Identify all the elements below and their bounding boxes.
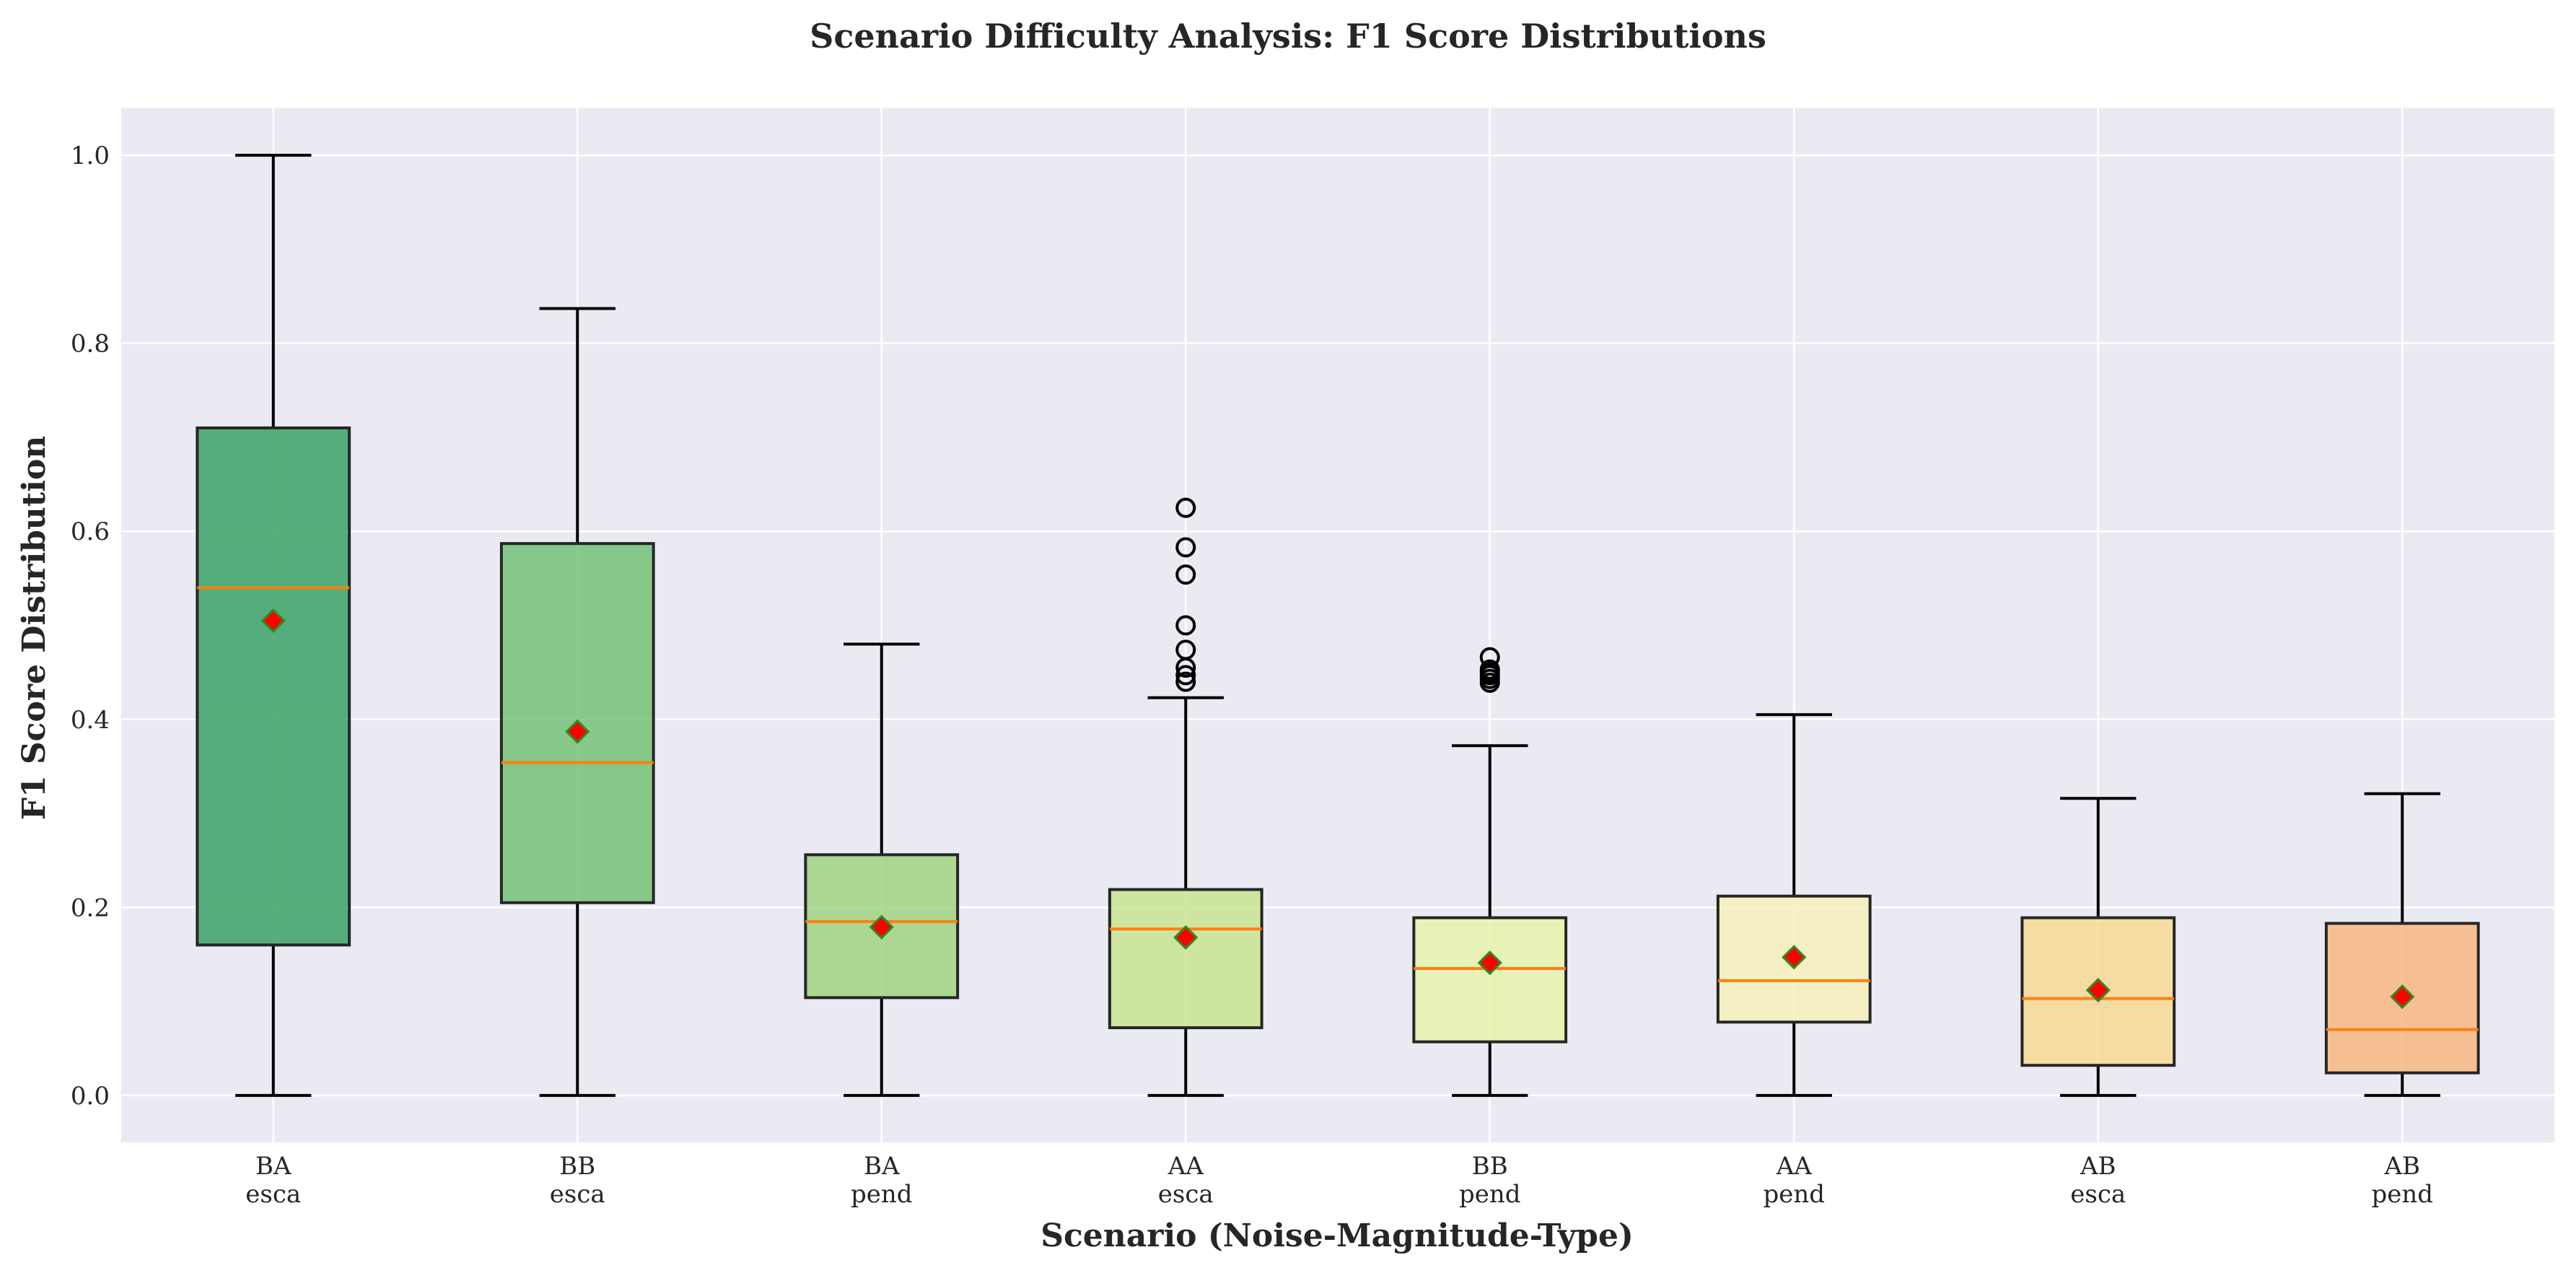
mean-marker xyxy=(1782,945,1807,970)
mean-marker xyxy=(260,608,286,634)
y-axis-label: F1 Score Distribution xyxy=(16,436,53,821)
box-group xyxy=(1108,497,1263,1097)
box-group xyxy=(499,307,655,1097)
iqr-box xyxy=(196,426,351,947)
plot-area xyxy=(121,108,2554,1142)
x-tick-label-line1: AA xyxy=(1776,1152,1813,1181)
x-tick-label-line1: AA xyxy=(1167,1152,1204,1181)
x-tick-label-line1: BB xyxy=(559,1152,595,1181)
x-axis-ticks: BAescaBBescaBApendAAescaBBpendAApendABes… xyxy=(245,1152,2433,1209)
x-tick-label-line1: AB xyxy=(2080,1152,2116,1181)
y-tick-label: 1.0 xyxy=(71,141,110,170)
box-group xyxy=(196,154,351,1097)
y-tick-label: 0.6 xyxy=(71,517,110,546)
outlier-point xyxy=(1479,647,1500,668)
x-tick-label-line2: esca xyxy=(245,1180,301,1209)
box-group xyxy=(804,642,960,1097)
mean-marker xyxy=(1173,924,1199,950)
box-group xyxy=(2324,792,2480,1097)
mean-marker xyxy=(1477,950,1502,976)
y-tick-label: 0.4 xyxy=(71,706,110,735)
outlier-point xyxy=(1479,659,1500,680)
outlier-point xyxy=(1175,564,1196,585)
mean-marker xyxy=(869,914,894,940)
y-tick-label: 0.0 xyxy=(71,1082,110,1111)
x-tick-label-line1: AB xyxy=(2383,1152,2420,1181)
x-axis-label: Scenario (Noise-Magnitude-Type) xyxy=(1041,1217,1634,1254)
outlier-point xyxy=(1175,671,1196,692)
chart-title: Scenario Difficulty Analysis: F1 Score D… xyxy=(810,17,1766,56)
x-tick-label-line2: esca xyxy=(2070,1180,2126,1209)
iqr-box xyxy=(1412,916,1568,1044)
outlier-point xyxy=(1175,615,1196,636)
x-tick-label-line2: esca xyxy=(1158,1180,1214,1209)
outlier-point xyxy=(1175,537,1196,558)
y-tick-label: 0.2 xyxy=(71,893,110,922)
outlier-point xyxy=(1175,497,1196,518)
x-tick-label-line2: pend xyxy=(2371,1180,2433,1209)
box-group xyxy=(1412,647,1568,1097)
box-series xyxy=(196,154,2480,1097)
outlier-point xyxy=(1175,639,1196,660)
mean-marker xyxy=(2085,977,2111,1003)
box-group xyxy=(2020,797,2176,1097)
x-tick-label-line2: pend xyxy=(851,1180,913,1209)
x-tick-label-line2: pend xyxy=(1763,1180,1825,1209)
outlier-point xyxy=(1175,665,1196,686)
x-tick-label-line1: BA xyxy=(864,1152,900,1181)
box-group xyxy=(1716,713,1872,1097)
mean-marker xyxy=(565,719,590,744)
y-tick-label: 0.8 xyxy=(71,330,110,359)
iqr-box xyxy=(1108,888,1263,1030)
x-tick-label-line1: BA xyxy=(255,1152,292,1181)
mean-marker xyxy=(2390,984,2415,1010)
x-tick-label-line2: esca xyxy=(550,1180,605,1209)
y-axis-ticks: 0.0 0.2 0.4 0.6 0.8 1.0 xyxy=(71,141,110,1111)
x-tick-label-line2: pend xyxy=(1459,1180,1521,1209)
x-tick-label-line1: BB xyxy=(1472,1152,1508,1181)
